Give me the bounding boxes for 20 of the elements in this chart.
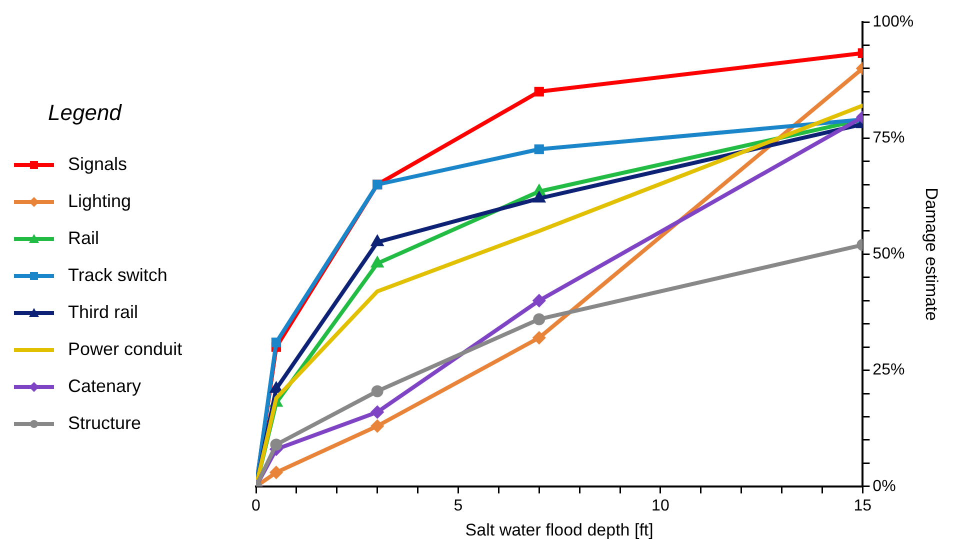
legend-label: Structure [68,413,142,434]
x-axis-title: Salt water flood depth [ft] [465,520,654,540]
legend-label: Signals [68,154,128,175]
legend-title: Legend [48,100,123,126]
legend-label: Rail [68,228,100,249]
legend-label: Third rail [68,302,138,323]
y-tick-label: 100% [872,13,914,30]
legend-label: Catenary [68,376,142,397]
y-tick-label: 0% [872,478,896,495]
x-tick-label: 0 [252,497,261,514]
legend-label: Power conduit [68,339,182,360]
x-tick-label: 5 [454,497,463,514]
x-tick-label: 10 [652,497,670,514]
y-axis-title: Damage estimate [922,188,942,321]
y-tick-label: 75% [872,130,905,147]
legend-label: Lighting [68,191,132,212]
y-tick-label: 25% [872,362,905,379]
legend-label: Track switch [68,265,168,286]
x-tick-label: 15 [854,497,872,514]
y-tick-label: 50% [872,246,905,263]
